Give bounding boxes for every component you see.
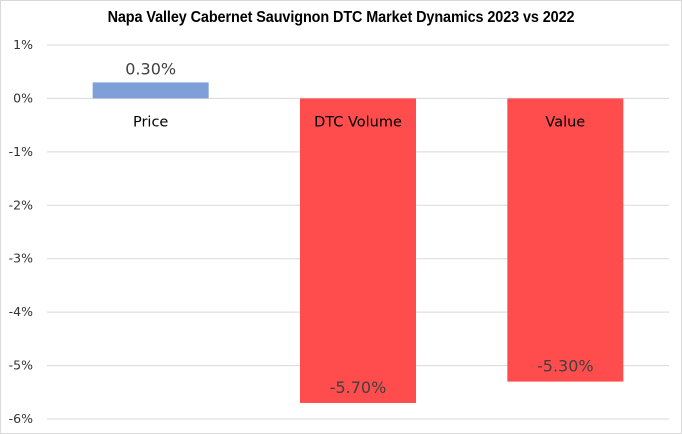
category-label: DTC Volume bbox=[314, 114, 402, 130]
data-label: -5.70% bbox=[330, 378, 387, 397]
y-tick-label: -6% bbox=[9, 411, 33, 426]
y-tick-label: 1% bbox=[13, 37, 33, 52]
y-tick-label: -2% bbox=[9, 197, 33, 212]
y-tick-label: 0% bbox=[13, 90, 33, 105]
y-tick-label: -3% bbox=[9, 251, 33, 266]
category-label: Price bbox=[133, 114, 168, 130]
chart-title: Napa Valley Cabernet Sauvignon DTC Marke… bbox=[107, 9, 575, 26]
category-label: Value bbox=[545, 114, 585, 130]
y-tick-label: -5% bbox=[9, 358, 33, 373]
bar bbox=[507, 98, 624, 382]
data-label: -5.30% bbox=[537, 357, 594, 376]
bar bbox=[300, 98, 416, 403]
y-tick-label: -4% bbox=[9, 304, 33, 319]
y-tick-label: -1% bbox=[9, 144, 33, 159]
bar bbox=[92, 82, 209, 99]
data-label: 0.30% bbox=[125, 59, 176, 78]
